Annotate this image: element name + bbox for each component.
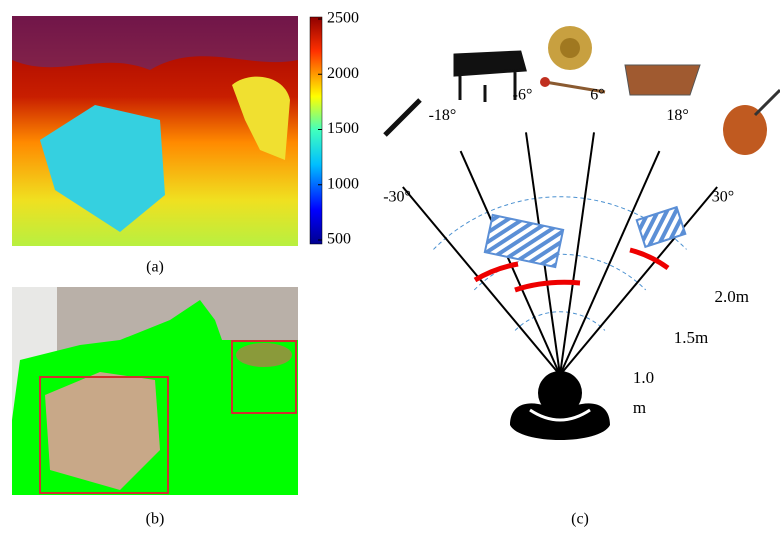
instrument-icons (385, 26, 780, 155)
colorbar-tick-label: 2500 (327, 10, 359, 27)
colorbar (310, 17, 322, 244)
panel-label: (b) (146, 511, 165, 528)
colorbar-tick-label: 500 (327, 231, 351, 248)
panel-label: (c) (571, 511, 589, 528)
photo-stool (236, 343, 292, 367)
colorbar-tick-label: 1000 (327, 175, 359, 192)
angle-label: -30° (383, 189, 411, 206)
colorbar-tick-label: 1500 (327, 120, 359, 137)
obstacles (475, 207, 685, 290)
distance-label: 1.5m (674, 323, 714, 353)
angle-label: 30° (712, 189, 734, 206)
distance-label: 1.0 m (633, 363, 657, 423)
figure-canvas: 500 1000 1500 2000 2500 (a) (b) -30° -18° -6° 6… (0, 0, 780, 534)
distance-arc (515, 312, 605, 331)
angle-label: 18° (666, 107, 688, 124)
angle-label: -6° (513, 86, 533, 103)
angle-label: -18° (429, 107, 457, 124)
figure: 500 1000 1500 2000 2500 (a) (b) -30° -18° -6° 6… (0, 0, 780, 534)
angle-label: 6° (590, 86, 604, 103)
colorbar-tick-label: 2000 (327, 65, 359, 82)
panel-label: (a) (146, 259, 164, 276)
user (510, 371, 610, 440)
distance-label: 2.0m (715, 282, 755, 312)
